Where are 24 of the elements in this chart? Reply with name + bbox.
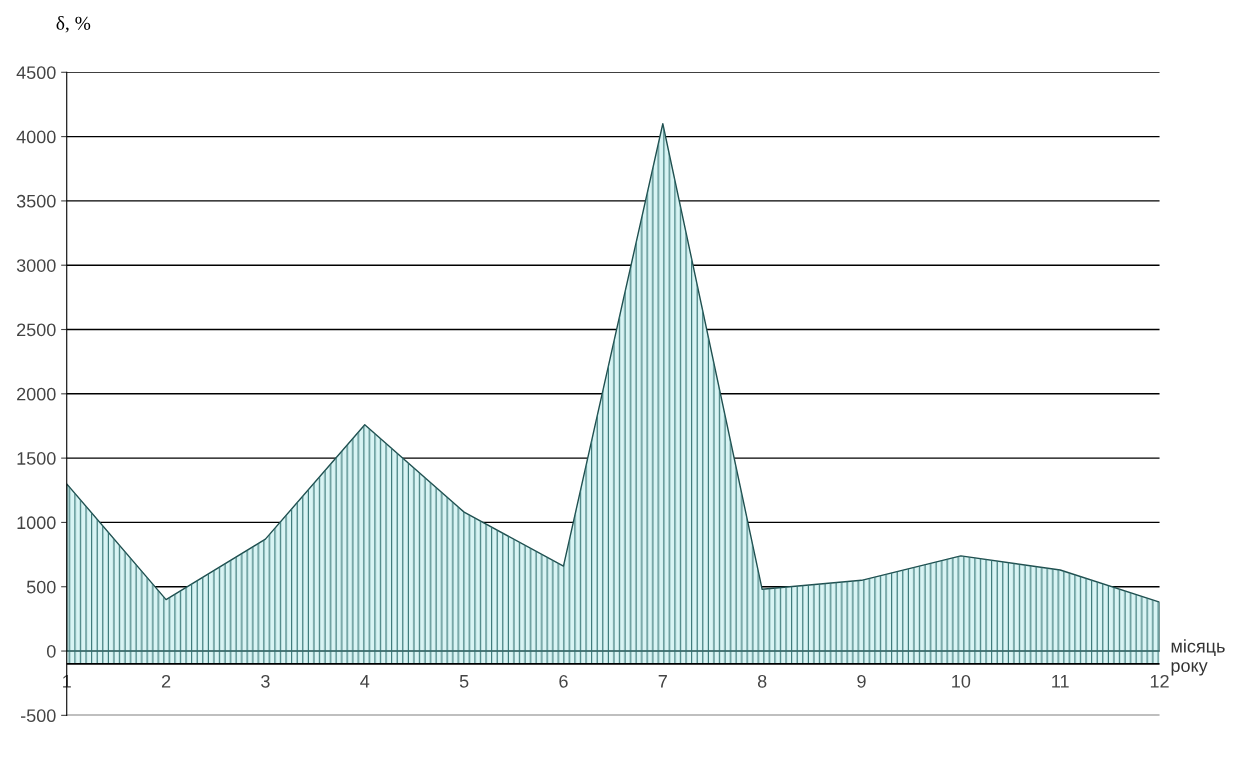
y-tick-label: 1500 <box>17 452 56 465</box>
y-tick-label: 4500 <box>16 66 56 80</box>
y-tick-label: 2500 <box>17 323 56 337</box>
y-tick-label: -500 <box>20 709 56 723</box>
y-axis-title: δ, % <box>56 15 91 33</box>
x-tick-label: 8 <box>757 674 767 688</box>
y-tick-label: 500 <box>26 580 56 594</box>
x-tick-label: 12 <box>1150 674 1169 688</box>
x-tick-label: 7 <box>658 675 667 688</box>
y-tick-label: 0 <box>46 644 56 658</box>
x-axis-title: місяць року <box>1171 639 1225 676</box>
x-tick-label: 2 <box>161 674 171 688</box>
y-tick-label: 3500 <box>16 194 56 208</box>
x-tick-label: 6 <box>559 674 568 688</box>
y-tick-label: 3000 <box>16 259 56 272</box>
y-tick-label: 2000 <box>17 387 56 401</box>
x-tick-label: 11 <box>1052 675 1069 688</box>
y-tick-label: 4000 <box>16 130 56 144</box>
y-tick-label: 1000 <box>17 516 56 530</box>
x-tick-label: 4 <box>360 675 370 688</box>
x-tick-label: 5 <box>459 675 469 688</box>
x-tick-label: 3 <box>261 674 270 688</box>
x-tick-label: 10 <box>952 674 971 688</box>
x-tick-label: 9 <box>857 674 866 688</box>
